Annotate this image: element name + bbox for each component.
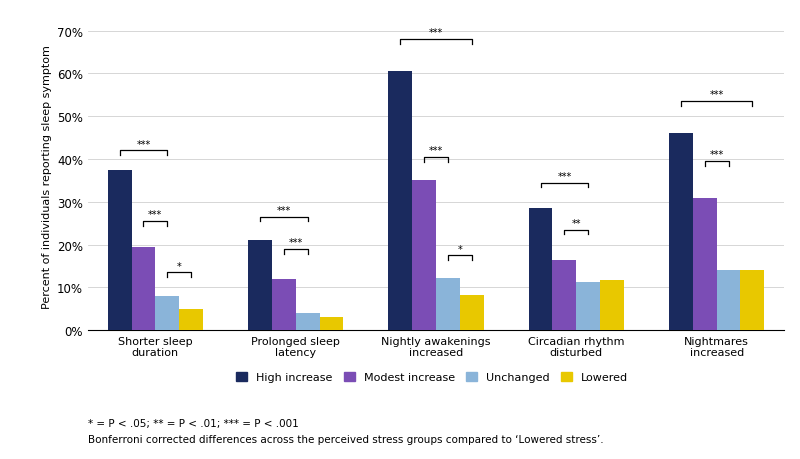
Bar: [131, 247, 155, 330]
Bar: [529, 209, 553, 330]
Bar: [388, 72, 412, 330]
Bar: [179, 309, 203, 330]
Text: Bonferroni corrected differences across the perceived stress groups compared to : Bonferroni corrected differences across …: [88, 434, 604, 444]
Text: *: *: [177, 261, 182, 271]
Bar: [436, 278, 460, 330]
Bar: [108, 170, 131, 330]
Bar: [272, 279, 296, 330]
Bar: [155, 297, 179, 330]
Text: ***: ***: [429, 146, 443, 156]
Text: ***: ***: [710, 150, 724, 160]
Y-axis label: Percent of individuals reporting sleep symptom: Percent of individuals reporting sleep s…: [42, 45, 51, 308]
Text: * = P < .05; ** = P < .01; *** = P < .001: * = P < .05; ** = P < .01; *** = P < .00…: [88, 418, 298, 428]
Bar: [576, 282, 600, 330]
Bar: [319, 318, 343, 330]
Text: ***: ***: [558, 171, 571, 181]
Bar: [717, 271, 741, 330]
Text: ***: ***: [277, 206, 291, 216]
Bar: [693, 198, 717, 330]
Bar: [296, 313, 319, 330]
Bar: [600, 280, 624, 330]
Text: ***: ***: [148, 210, 162, 220]
Bar: [669, 134, 693, 330]
Text: **: **: [571, 218, 581, 229]
Bar: [248, 241, 272, 330]
Text: ***: ***: [289, 238, 303, 247]
Text: ***: ***: [136, 140, 150, 149]
Bar: [741, 271, 764, 330]
Text: ***: ***: [429, 28, 443, 38]
Legend: High increase, Modest increase, Unchanged, Lowered: High increase, Modest increase, Unchange…: [236, 372, 628, 382]
Bar: [460, 296, 484, 330]
Text: ***: ***: [710, 90, 724, 100]
Text: *: *: [458, 244, 462, 254]
Bar: [553, 260, 576, 330]
Bar: [412, 180, 436, 330]
